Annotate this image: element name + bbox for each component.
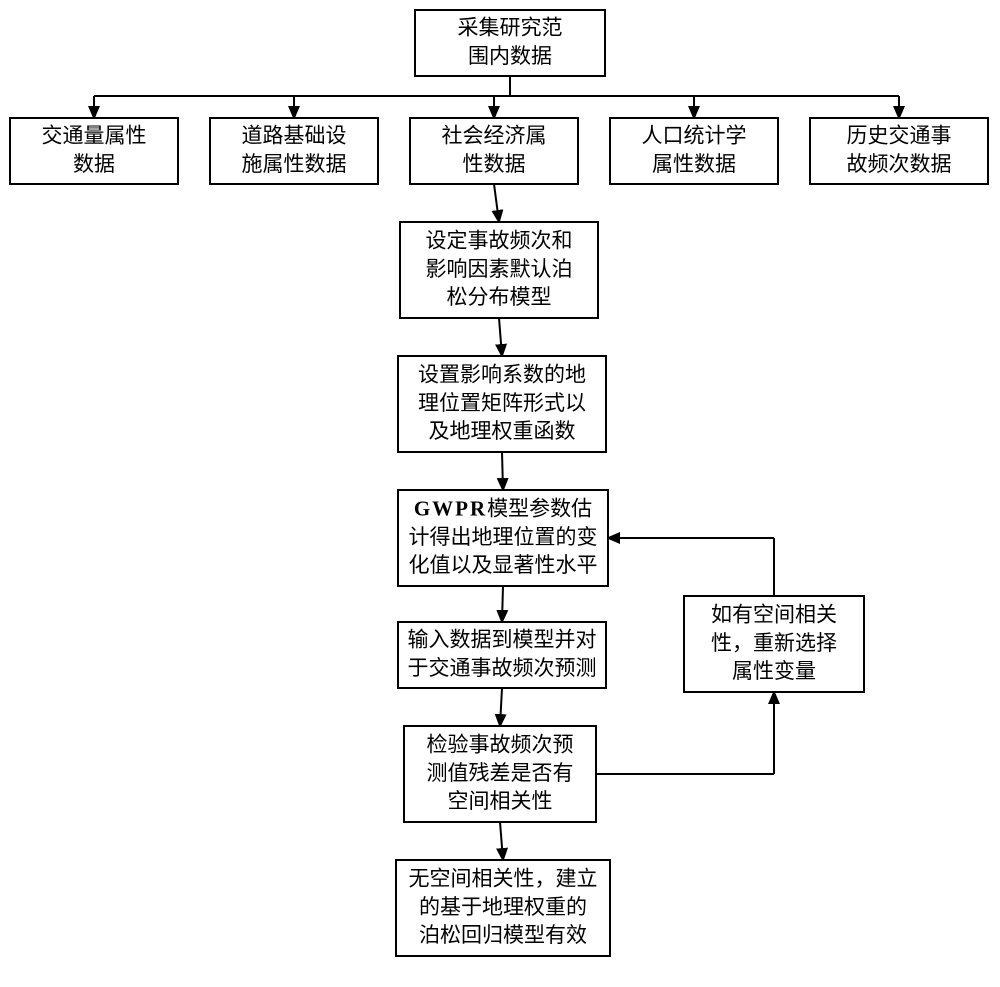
flow-node-n11: 如有空间相关性，重新选择属性变量	[684, 596, 864, 692]
flow-node-text: 于交通事故频次预测	[408, 656, 597, 680]
flow-node-n4: 人口统计学属性数据	[610, 118, 778, 184]
nodes-layer: 采集研究范围内数据交通量属性数据道路基础设施属性数据社会经济属性数据人口统计学属…	[10, 10, 988, 956]
flow-node-text: 属性数据	[652, 152, 736, 176]
flow-edge	[499, 318, 502, 356]
flow-node-n6: 设定事故频次和影响因素默认泊松分布模型	[400, 222, 598, 318]
flow-node-text: 理位置矩阵形式以	[418, 391, 586, 415]
flow-node-text: 数据	[73, 152, 115, 176]
flow-node-text: 影响因素默认泊	[426, 257, 573, 281]
flow-node-text: 如有空间相关	[711, 602, 837, 626]
flow-node-text: 松分布模型	[447, 285, 552, 309]
flow-node-n7: 设置影响系数的地理位置矩阵形式以及地理权重函数	[398, 356, 606, 452]
flow-node-text: 测值残差是否有	[427, 761, 574, 785]
flow-node-text: 围内数据	[468, 44, 552, 68]
flow-edge	[502, 452, 503, 490]
flow-edge	[500, 822, 503, 860]
flow-node-text: 及地理权重函数	[429, 419, 576, 443]
flow-node-text: 交通量属性	[42, 124, 147, 148]
flow-node-text: GWPR模型参数估	[414, 496, 592, 520]
flow-node-text: 性数据	[463, 152, 526, 176]
flow-edge	[494, 184, 499, 222]
flow-node-n3: 社会经济属性数据	[410, 118, 578, 184]
flow-node-text: 计得出地理位置的变	[409, 525, 598, 549]
flow-edge	[500, 688, 502, 726]
flow-node-text: 采集研究范	[458, 16, 563, 40]
flow-node-n2: 道路基础设施属性数据	[210, 118, 378, 184]
flow-node-n1: 交通量属性数据	[10, 118, 178, 184]
flow-node-n8: GWPR模型参数估计得出地理位置的变化值以及显著性水平	[398, 490, 608, 586]
flow-node-text: 人口统计学	[642, 124, 747, 148]
flow-node-text: 的基于地理权重的	[419, 895, 587, 919]
flow-node-text: 设定事故频次和	[426, 228, 573, 252]
flowchart-diagram: 采集研究范围内数据交通量属性数据道路基础设施属性数据社会经济属性数据人口统计学属…	[0, 0, 1000, 987]
flow-node-n9: 输入数据到模型并对于交通事故频次预测	[398, 622, 606, 688]
flow-node-text: 设置影响系数的地	[418, 362, 586, 386]
flow-node-text: 故频次数据	[847, 152, 952, 176]
flow-node-text: 化值以及显著性水平	[409, 553, 598, 577]
flow-node-text: 历史交通事	[847, 124, 952, 148]
flow-node-text: 社会经济属	[442, 124, 547, 148]
flow-node-text: 道路基础设	[242, 124, 347, 148]
flow-node-text: 泊松回归模型有效	[419, 923, 587, 947]
flow-node-text: 施属性数据	[242, 152, 347, 176]
flow-edge	[502, 586, 503, 622]
flow-node-n5: 历史交通事故频次数据	[810, 118, 988, 184]
flow-node-text: 检验事故频次预	[427, 732, 574, 756]
flow-node-n0: 采集研究范围内数据	[415, 10, 605, 76]
flow-node-n12: 无空间相关性，建立的基于地理权重的泊松回归模型有效	[396, 860, 610, 956]
flow-node-text: 性，重新选择	[711, 631, 837, 655]
flow-node-text: 无空间相关性，建立	[409, 866, 598, 890]
flow-node-n10: 检验事故频次预测值残差是否有空间相关性	[404, 726, 596, 822]
flow-node-text: 空间相关性	[448, 789, 553, 813]
flow-node-text: 属性变量	[732, 659, 816, 683]
flow-node-text: 输入数据到模型并对	[408, 628, 597, 652]
